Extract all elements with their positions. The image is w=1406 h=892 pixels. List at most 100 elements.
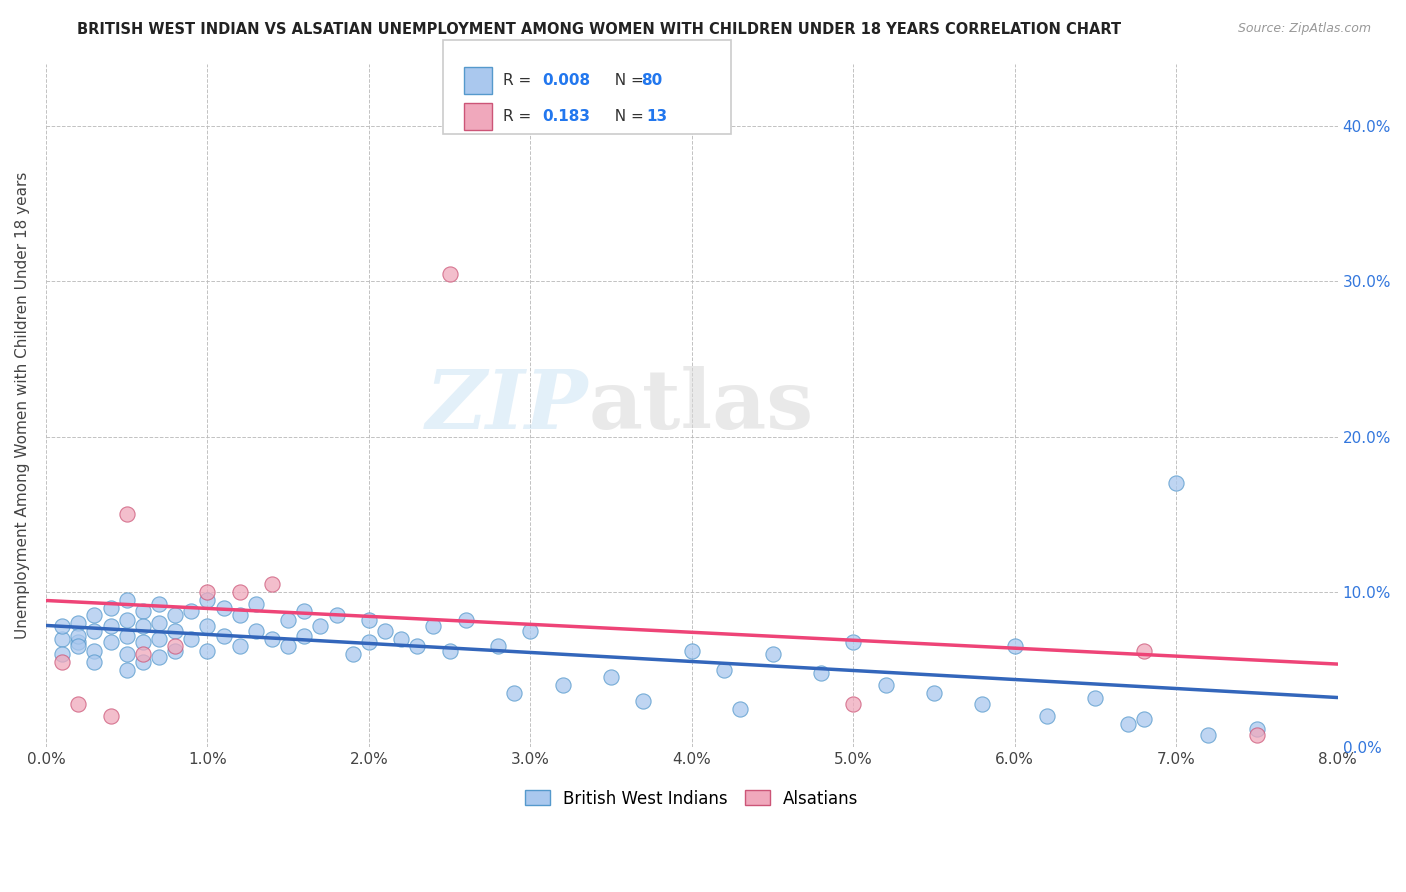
Text: 13: 13 xyxy=(647,109,668,124)
Point xyxy=(83,608,105,623)
Point xyxy=(1166,476,1188,491)
Point xyxy=(728,701,751,715)
Point xyxy=(875,678,897,692)
Point xyxy=(132,647,155,661)
Point xyxy=(51,619,73,633)
Point xyxy=(212,600,235,615)
Point xyxy=(165,644,187,658)
Point xyxy=(260,577,283,591)
Point xyxy=(51,655,73,669)
Point xyxy=(67,616,90,631)
Text: N =: N = xyxy=(605,72,648,87)
Text: 80: 80 xyxy=(641,72,662,87)
Point xyxy=(342,647,364,661)
Point xyxy=(67,628,90,642)
Point xyxy=(374,624,396,638)
Point xyxy=(51,647,73,661)
Point xyxy=(148,632,170,646)
Point xyxy=(1036,709,1059,723)
Point xyxy=(115,592,138,607)
Point xyxy=(115,628,138,642)
Point xyxy=(83,655,105,669)
Text: R =: R = xyxy=(503,72,537,87)
Point xyxy=(1116,717,1139,731)
Point xyxy=(100,634,122,648)
Point xyxy=(922,686,945,700)
Point xyxy=(810,665,832,680)
Point xyxy=(277,613,299,627)
Point xyxy=(519,624,541,638)
Point xyxy=(115,508,138,522)
Point xyxy=(165,640,187,654)
Text: BRITISH WEST INDIAN VS ALSATIAN UNEMPLOYMENT AMONG WOMEN WITH CHILDREN UNDER 18 : BRITISH WEST INDIAN VS ALSATIAN UNEMPLOY… xyxy=(77,22,1122,37)
Point xyxy=(100,619,122,633)
Point xyxy=(1133,644,1156,658)
Text: 0.183: 0.183 xyxy=(543,109,591,124)
Point xyxy=(165,608,187,623)
Point xyxy=(503,686,526,700)
Point xyxy=(228,640,250,654)
Point xyxy=(100,600,122,615)
Point xyxy=(761,647,783,661)
Point xyxy=(357,613,380,627)
Text: atlas: atlas xyxy=(589,366,814,446)
Point xyxy=(67,640,90,654)
Point xyxy=(422,619,444,633)
Point xyxy=(115,613,138,627)
Point xyxy=(842,697,865,711)
Text: 0.008: 0.008 xyxy=(543,72,591,87)
Point xyxy=(180,632,202,646)
Point xyxy=(277,640,299,654)
Point xyxy=(406,640,429,654)
Point xyxy=(51,632,73,646)
Point xyxy=(842,634,865,648)
Point xyxy=(260,632,283,646)
Point xyxy=(1198,728,1220,742)
Point xyxy=(165,624,187,638)
Point xyxy=(309,619,332,633)
Point xyxy=(132,619,155,633)
Point xyxy=(83,624,105,638)
Point xyxy=(245,598,267,612)
Point xyxy=(132,634,155,648)
Point xyxy=(439,267,461,281)
Point xyxy=(228,585,250,599)
Text: Source: ZipAtlas.com: Source: ZipAtlas.com xyxy=(1237,22,1371,36)
Point xyxy=(100,709,122,723)
Point xyxy=(439,644,461,658)
Point xyxy=(454,613,477,627)
Point xyxy=(357,634,380,648)
Point xyxy=(972,697,994,711)
Point xyxy=(115,647,138,661)
Y-axis label: Unemployment Among Women with Children Under 18 years: Unemployment Among Women with Children U… xyxy=(15,172,30,640)
Point xyxy=(681,644,703,658)
Point xyxy=(197,619,219,633)
Point xyxy=(115,663,138,677)
Text: ZIP: ZIP xyxy=(426,366,589,446)
Point xyxy=(1084,690,1107,705)
Point xyxy=(228,608,250,623)
Point xyxy=(197,644,219,658)
Point xyxy=(292,604,315,618)
Point xyxy=(148,598,170,612)
Point xyxy=(245,624,267,638)
Point xyxy=(551,678,574,692)
Point xyxy=(212,628,235,642)
Point xyxy=(197,585,219,599)
Legend: British West Indians, Alsatians: British West Indians, Alsatians xyxy=(519,783,865,814)
Point xyxy=(389,632,412,646)
Point xyxy=(83,644,105,658)
Point xyxy=(1246,722,1268,736)
Point xyxy=(132,655,155,669)
Point xyxy=(197,592,219,607)
Point xyxy=(148,616,170,631)
Point xyxy=(486,640,509,654)
Point xyxy=(1246,728,1268,742)
Point xyxy=(132,604,155,618)
Point xyxy=(180,604,202,618)
Point xyxy=(148,650,170,665)
Point xyxy=(633,694,655,708)
Point xyxy=(1133,712,1156,726)
Point xyxy=(292,628,315,642)
Point xyxy=(600,670,623,684)
